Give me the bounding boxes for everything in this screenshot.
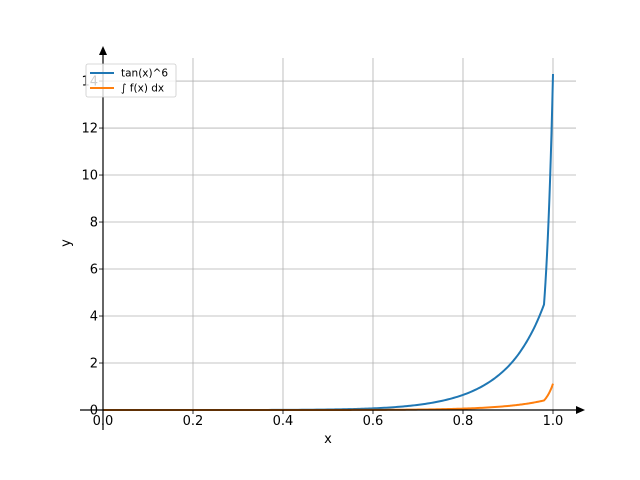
- x-tick-label: 0.6: [363, 414, 384, 429]
- series-layer: [103, 73, 554, 411]
- y-tick-label: 12: [81, 122, 98, 137]
- tick-labels: 0.00.20.40.60.81.002468101214: [81, 75, 563, 429]
- x-tick-label: 1.0: [543, 414, 564, 429]
- y-axis-label: y: [59, 239, 74, 247]
- x-axis-arrow: [576, 406, 585, 414]
- legend-label-2: ∫ f(x) dx: [121, 83, 164, 95]
- x-tick-label: 0.8: [453, 414, 474, 429]
- y-tick-label: 10: [81, 169, 98, 184]
- series-line-1: [103, 73, 554, 411]
- series-line-2: [103, 383, 554, 411]
- y-tick-label: 4: [90, 310, 98, 325]
- x-tick-label: 0.4: [273, 414, 294, 429]
- legend-label-1: tan(x)^6: [121, 68, 168, 80]
- y-tick-label: 2: [90, 357, 98, 372]
- y-axis-arrow: [99, 46, 107, 55]
- x-axis-label: x: [324, 432, 332, 447]
- y-tick-label: 0: [90, 404, 98, 419]
- legend: tan(x)^6 ∫ f(x) dx: [85, 63, 177, 98]
- x-tick-label: 0.0: [93, 414, 114, 429]
- y-tick-label: 6: [90, 263, 98, 278]
- x-tick-label: 0.2: [183, 414, 204, 429]
- axes: [80, 46, 585, 430]
- grid-lines: [103, 58, 576, 410]
- y-tick-label: 8: [90, 216, 98, 231]
